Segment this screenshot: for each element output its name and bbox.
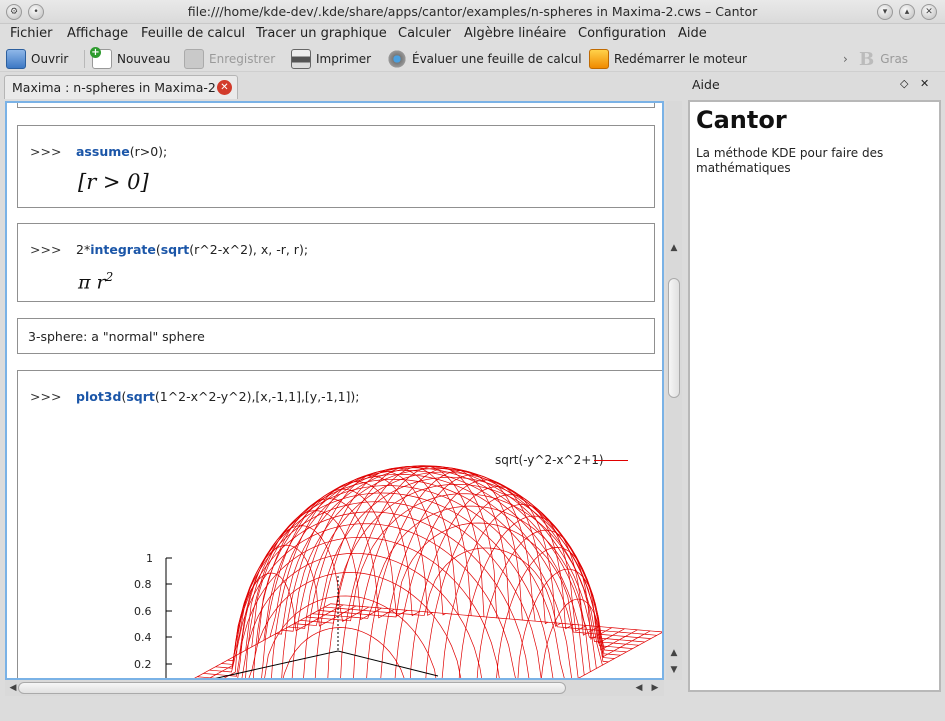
toolbar-overflow-button[interactable]: › [843,48,848,70]
window-menu-icon[interactable]: ⚙ [6,4,22,20]
window-titlebar[interactable]: ⚙ • file:///home/kde-dev/.kde/share/apps… [0,0,945,24]
keyword: plot3d [76,389,122,404]
prompt: >>> [30,389,62,404]
command-args: (1^2-x^2-y^2),[x,-1,1],[y,-1,1]); [154,389,360,404]
horizontal-scroll-thumb[interactable] [18,682,566,694]
help-text: La méthode KDE pour faire des mathématiq… [696,146,884,175]
open-folder-icon [6,49,26,69]
menu-fichier[interactable]: Fichier [10,26,53,41]
open-button[interactable]: Ouvrir [6,48,68,70]
partial-entry [17,103,655,108]
z-tick: 1 [146,552,153,565]
new-label: Nouveau [117,52,171,66]
menu-calculer[interactable]: Calculer [398,26,451,41]
toolbar: Ouvrir + Nouveau Enregistrer Imprimer Év… [0,45,945,72]
scroll-up-arrow-icon[interactable]: ▲ [670,648,678,658]
menu-algebre-lineaire[interactable]: Algèbre linéaire [464,26,567,41]
command-entry[interactable]: >>> plot3d(sqrt(1^2-x^2-y^2),[x,-1,1],[y… [17,370,662,678]
z-tick: 0.6 [134,605,152,618]
command-args: (r>0); [129,144,168,159]
text-entry-content: 3-sphere: a "normal" sphere [28,329,205,344]
menubar: Fichier Affichage Feuille de calcul Trac… [0,24,945,45]
plot-legend-label: sqrt(-y^2-x^2+1) [495,453,604,467]
window-title: file:///home/kde-dev/.kde/share/apps/can… [187,4,758,19]
command-entry[interactable]: >>> assume(r>0); [r > 0] [17,125,655,208]
save-button[interactable]: Enregistrer [184,48,275,70]
menu-tracer-graphique[interactable]: Tracer un graphique [256,26,387,41]
result: π r2 [78,270,113,293]
scroll-down-arrow-icon[interactable]: ▼ [670,665,678,675]
command-text[interactable]: plot3d(sqrt(1^2-x^2-y^2),[x,-1,1],[y,-1,… [76,389,360,404]
menu-affichage[interactable]: Affichage [67,26,129,41]
result-base: π r [78,271,106,294]
gear-icon [387,49,407,69]
command-text[interactable]: assume(r>0); [76,144,167,159]
plot-3d-graphic [165,465,662,678]
scroll-right-arrow-icon[interactable]: ▶ [651,683,659,693]
menu-aide[interactable]: Aide [678,26,707,41]
print-label: Imprimer [316,52,372,66]
scroll-left-arrow-icon[interactable]: ◀ [635,683,643,693]
result: [r > 0] [78,170,149,194]
printer-icon [291,49,311,69]
z-tick: 0.2 [134,658,152,671]
keyword: sqrt [126,389,155,404]
z-tick: 0.4 [134,631,152,644]
vertical-scroll-thumb[interactable] [668,278,680,398]
bold-icon: B [859,48,875,70]
open-label: Ouvrir [31,52,69,66]
command-entry[interactable]: >>> 2*integrate(sqrt(r^2-x^2), x, -r, r)… [17,223,655,302]
z-tick: 0.8 [134,578,152,591]
restart-engine-button[interactable]: Redémarrer le moteur [589,48,747,70]
keep-above-icon[interactable]: • [28,4,44,20]
keyword: sqrt [160,242,190,257]
restart-label: Redémarrer le moteur [614,52,747,66]
scroll-up-arrow-icon[interactable]: ▲ [670,243,678,253]
keyword: assume [76,144,130,159]
evaluate-worksheet-button[interactable]: Évaluer une feuille de calcul [387,48,582,70]
command-paren: ( [121,389,127,404]
help-panel-titlebar[interactable]: Aide ◇ ✕ [688,75,941,95]
text-entry[interactable]: 3-sphere: a "normal" sphere [17,318,655,354]
prompt: >>> [30,242,62,257]
plot-legend-line [594,460,628,461]
new-document-icon: + [90,47,112,69]
prompt: >>> [30,144,62,159]
bold-button[interactable]: B Gras [859,48,908,70]
tab-label: Maxima : n-spheres in Maxima-2 [12,80,216,95]
worksheet[interactable]: >>> assume(r>0); [r > 0] >>> 2*integrate… [5,101,664,680]
save-label: Enregistrer [209,52,276,66]
command-prefix: 2* [76,242,91,257]
menu-feuille-de-calcul[interactable]: Feuille de calcul [141,26,246,41]
close-tab-icon[interactable]: ✕ [217,80,232,95]
result-exponent: 2 [105,270,114,284]
minimize-icon[interactable]: ▾ [877,4,893,20]
command-args: (r^2-x^2), x, -r, r); [189,242,309,257]
overflow-chevron-icon: › [843,52,848,66]
print-button[interactable]: Imprimer [291,48,371,70]
float-panel-icon[interactable]: ◇ [900,77,909,90]
bold-label: Gras [880,52,909,66]
keyword: integrate [90,242,156,257]
command-text[interactable]: 2*integrate(sqrt(r^2-x^2), x, -r, r); [76,242,308,257]
evaluate-label: Évaluer une feuille de calcul [412,52,582,66]
close-panel-icon[interactable]: ✕ [920,77,930,90]
close-window-icon[interactable]: ✕ [921,4,937,20]
help-panel-title: Aide [692,77,720,92]
save-icon [184,49,204,69]
command-paren: ( [155,242,161,257]
new-button[interactable]: + Nouveau [90,47,171,70]
scroll-left-arrow-icon[interactable]: ◀ [9,683,17,693]
restart-icon [589,49,609,69]
help-heading: Cantor [696,106,787,134]
help-panel: Cantor La méthode KDE pour faire des mat… [688,100,941,692]
maximize-icon[interactable]: ▴ [899,4,915,20]
tab-worksheet[interactable]: Maxima : n-spheres in Maxima-2 ✕ [4,75,238,99]
menu-configuration[interactable]: Configuration [578,26,667,41]
